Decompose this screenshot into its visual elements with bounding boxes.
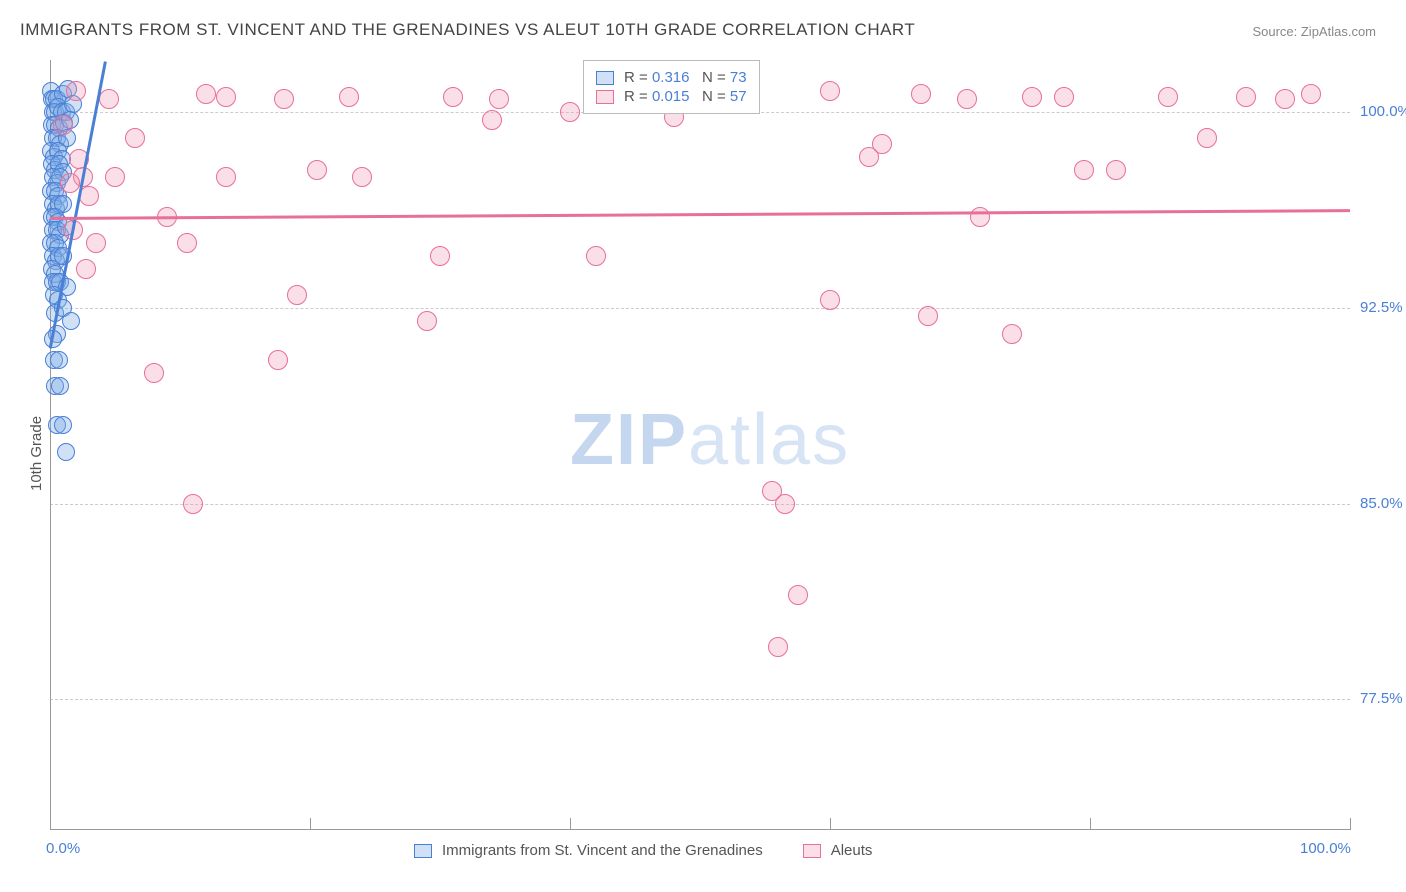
data-point xyxy=(957,89,977,109)
data-point xyxy=(105,167,125,187)
data-point xyxy=(183,494,203,514)
data-point xyxy=(1301,84,1321,104)
data-point xyxy=(62,312,80,330)
trend-line xyxy=(50,209,1350,219)
data-point xyxy=(1197,128,1217,148)
data-point xyxy=(560,102,580,122)
y-tick-label: 85.0% xyxy=(1360,495,1403,512)
data-point xyxy=(57,443,75,461)
data-point xyxy=(287,285,307,305)
data-point xyxy=(196,84,216,104)
source-label: Source: ZipAtlas.com xyxy=(1252,24,1376,39)
scatter-plot: ZIPatlas 77.5%85.0%92.5%100.0%0.0%100.0% xyxy=(50,60,1350,830)
legend-stat-row: R = 0.316 N = 73 xyxy=(596,69,747,86)
data-point xyxy=(820,290,840,310)
data-point xyxy=(144,363,164,383)
data-point xyxy=(859,147,879,167)
data-point xyxy=(1074,160,1094,180)
data-point xyxy=(970,207,990,227)
legend-stat-text: R = 0.015 N = 57 xyxy=(624,88,747,105)
data-point xyxy=(274,89,294,109)
y-tick-label: 77.5% xyxy=(1360,690,1403,707)
data-point xyxy=(1106,160,1126,180)
gridline-horizontal xyxy=(50,699,1350,700)
legend-stats: R = 0.316 N = 73 R = 0.015 N = 57 xyxy=(583,60,760,114)
data-point xyxy=(99,89,119,109)
legend-stat-row: R = 0.015 N = 57 xyxy=(596,88,747,105)
y-axis-label: 10th Grade xyxy=(28,416,45,491)
data-point xyxy=(79,186,99,206)
gridline-horizontal xyxy=(50,504,1350,505)
watermark-bold: ZIP xyxy=(570,400,688,480)
data-point xyxy=(125,128,145,148)
x-axis xyxy=(50,829,1350,830)
legend-series-label: Aleuts xyxy=(831,842,873,859)
data-point xyxy=(339,87,359,107)
x-tick xyxy=(1350,818,1351,830)
data-point xyxy=(1236,87,1256,107)
legend-swatch xyxy=(596,71,614,85)
data-point xyxy=(307,160,327,180)
gridline-horizontal xyxy=(50,308,1350,309)
data-point xyxy=(216,87,236,107)
watermark-rest: atlas xyxy=(688,400,850,480)
data-point xyxy=(918,306,938,326)
legend-swвинен xyxy=(414,844,432,858)
data-point xyxy=(1002,324,1022,344)
data-point xyxy=(911,84,931,104)
data-point xyxy=(216,167,236,187)
data-point xyxy=(60,173,80,193)
data-point xyxy=(177,233,197,253)
data-point xyxy=(820,81,840,101)
legend-stat-text: R = 0.316 N = 73 xyxy=(624,69,747,86)
data-point xyxy=(417,311,437,331)
data-point xyxy=(586,246,606,266)
legend-series-label: Immigrants from St. Vincent and the Gren… xyxy=(442,842,763,859)
data-point xyxy=(1022,87,1042,107)
data-point xyxy=(66,81,86,101)
data-point xyxy=(788,585,808,605)
data-point xyxy=(1275,89,1295,109)
data-point xyxy=(50,351,68,369)
data-point xyxy=(86,233,106,253)
legend-swвинен xyxy=(803,844,821,858)
x-tick-label: 100.0% xyxy=(1300,840,1351,857)
data-point xyxy=(1054,87,1074,107)
data-point xyxy=(482,110,502,130)
data-point xyxy=(775,494,795,514)
data-point xyxy=(54,416,72,434)
data-point xyxy=(51,377,69,395)
y-tick-label: 92.5% xyxy=(1360,299,1403,316)
data-point xyxy=(430,246,450,266)
x-tick-label: 0.0% xyxy=(46,840,80,857)
y-tick-label: 100.0% xyxy=(1360,103,1406,120)
chart-title: IMMIGRANTS FROM ST. VINCENT AND THE GREN… xyxy=(20,20,915,40)
legend-swatch xyxy=(596,90,614,104)
data-point xyxy=(268,350,288,370)
legend-series: Immigrants from St. Vincent and the Gren… xyxy=(414,842,902,859)
data-point xyxy=(76,259,96,279)
data-point xyxy=(352,167,372,187)
data-point xyxy=(1158,87,1178,107)
watermark: ZIPatlas xyxy=(570,399,850,481)
data-point xyxy=(768,637,788,657)
data-point xyxy=(443,87,463,107)
data-point xyxy=(489,89,509,109)
